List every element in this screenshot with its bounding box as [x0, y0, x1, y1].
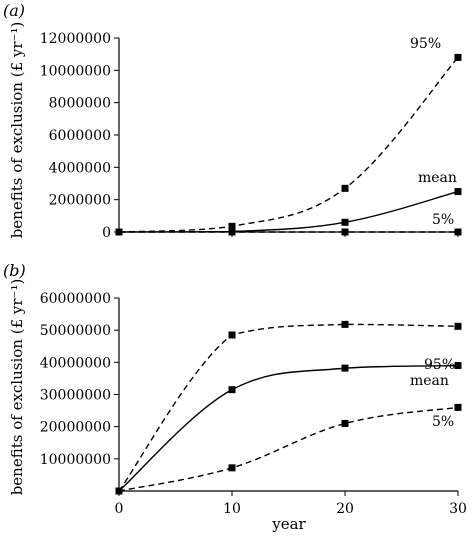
panel-a-y-tick-label: 0 [102, 225, 111, 241]
panel-b-series-point-mean [228, 386, 236, 394]
panel-b-y-axis-label: benefits of exclusion (£ yr⁻¹) [8, 279, 26, 496]
panel-b-series-point-5 [115, 487, 123, 495]
panel-a-series-label-95: 95% [410, 36, 441, 52]
panel-a-series-label-mean: mean [418, 170, 457, 186]
panel-b-series-line-mean [118, 364, 459, 492]
panel-a-series-line-95 [118, 56, 459, 233]
panel-b-series-line-95 [118, 323, 459, 492]
panel-a-y-tick-label: 8000000 [49, 96, 111, 112]
panel-b-y-tick-label: 10000000 [40, 452, 111, 468]
panel-b-series-point-mean [341, 364, 349, 372]
panel-b-x-tick-label: 30 [449, 501, 467, 517]
panel-a-series-point-95 [454, 53, 462, 61]
panel-b-series-point-95 [341, 320, 349, 328]
panel-a-y-tick-label: 12000000 [40, 31, 111, 47]
panel-a-label: (a) [3, 1, 25, 20]
panel-a-series-point-95 [341, 184, 349, 192]
panel-b-series-point-5 [228, 464, 236, 472]
panel-a-y-tick-label: 10000000 [40, 63, 111, 79]
panel-a: (a) benefits of exclusion (£ yr⁻¹) 0 2000… [3, 1, 462, 241]
panel-a-series-point-mean [454, 188, 462, 196]
panel-b-x-tick-label: 20 [336, 501, 354, 517]
panel-b-label: (b) [3, 261, 26, 280]
panel-a-y-axis-label: benefits of exclusion (£ yr⁻¹) [8, 22, 26, 239]
panel-a-series-point-5 [228, 228, 236, 236]
panel-b-y-tick-label: 30000000 [40, 388, 111, 404]
panel-b-series-point-mean [454, 362, 462, 370]
panel-b-series-label-95: 95% [424, 357, 455, 373]
panel-b-y-tick-label: 40000000 [40, 355, 111, 371]
panel-b-x-tick-label: 10 [223, 501, 241, 517]
panel-b-series-line-5 [118, 406, 459, 492]
panel-a-series-point-5 [454, 228, 462, 236]
panel-a-series-point-5 [115, 228, 123, 236]
panel-b-series-point-95 [228, 331, 236, 339]
panel-b-y-tick-label: 60000000 [40, 291, 111, 307]
panel-b-series-label-mean: mean [410, 373, 449, 389]
panel-b-x-tick-label: 0 [115, 501, 124, 517]
panel-b-y-tick-label: 50000000 [40, 323, 111, 339]
panel-b-series-point-95 [454, 322, 462, 330]
panel-a-series-point-5 [341, 228, 349, 236]
panel-a-series-point-95 [228, 222, 236, 230]
panel-a-series-line-mean [118, 190, 459, 233]
panel-b-x-axis-label: year [271, 515, 306, 533]
panel-a-y-tick-label: 2000000 [49, 193, 111, 209]
panel-b-y-tick-label: 20000000 [40, 420, 111, 436]
panel-b-series-point-5 [341, 419, 349, 427]
panel-a-y-tick-label: 4000000 [49, 160, 111, 176]
panel-a-series-point-mean [341, 218, 349, 226]
panel-b-series-label-5: 5% [432, 414, 454, 430]
panel-b-series-point-5 [454, 403, 462, 411]
panel-b: (b) benefits of exclusion (£ yr⁻¹) 10000… [3, 261, 467, 533]
panel-a-series-label-5: 5% [432, 212, 454, 228]
panel-a-y-tick-label: 6000000 [49, 128, 111, 144]
